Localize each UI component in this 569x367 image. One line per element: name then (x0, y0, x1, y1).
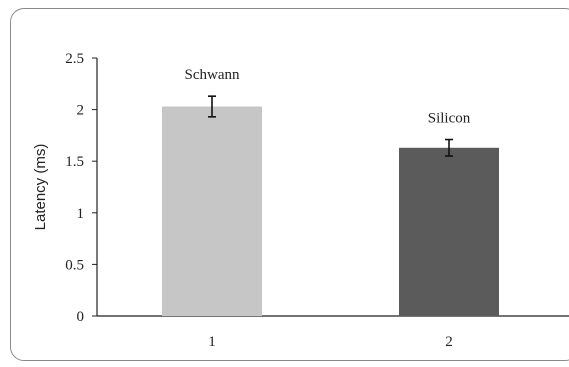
x-tick-label: 1 (208, 334, 216, 350)
x-tick-label: 2 (445, 334, 453, 350)
y-tick-label: 1.5 (65, 154, 84, 170)
bar-data-label: Silicon (428, 111, 471, 127)
y-tick-label: 2.5 (65, 51, 84, 67)
y-axis-label: Latency (ms) (32, 144, 49, 231)
bar-data-label: Schwann (185, 67, 240, 83)
bar (399, 147, 499, 316)
y-tick-label: 0 (77, 309, 85, 325)
y-axis-ticks: 0 0.5 1 1.5 2 2.5 (65, 51, 97, 325)
y-tick-label: 1 (77, 206, 85, 222)
y-tick-label: 2 (77, 103, 85, 119)
bars-group: Schwann Silicon (162, 67, 499, 316)
bar (162, 106, 262, 316)
y-tick-label: 0.5 (65, 257, 84, 273)
